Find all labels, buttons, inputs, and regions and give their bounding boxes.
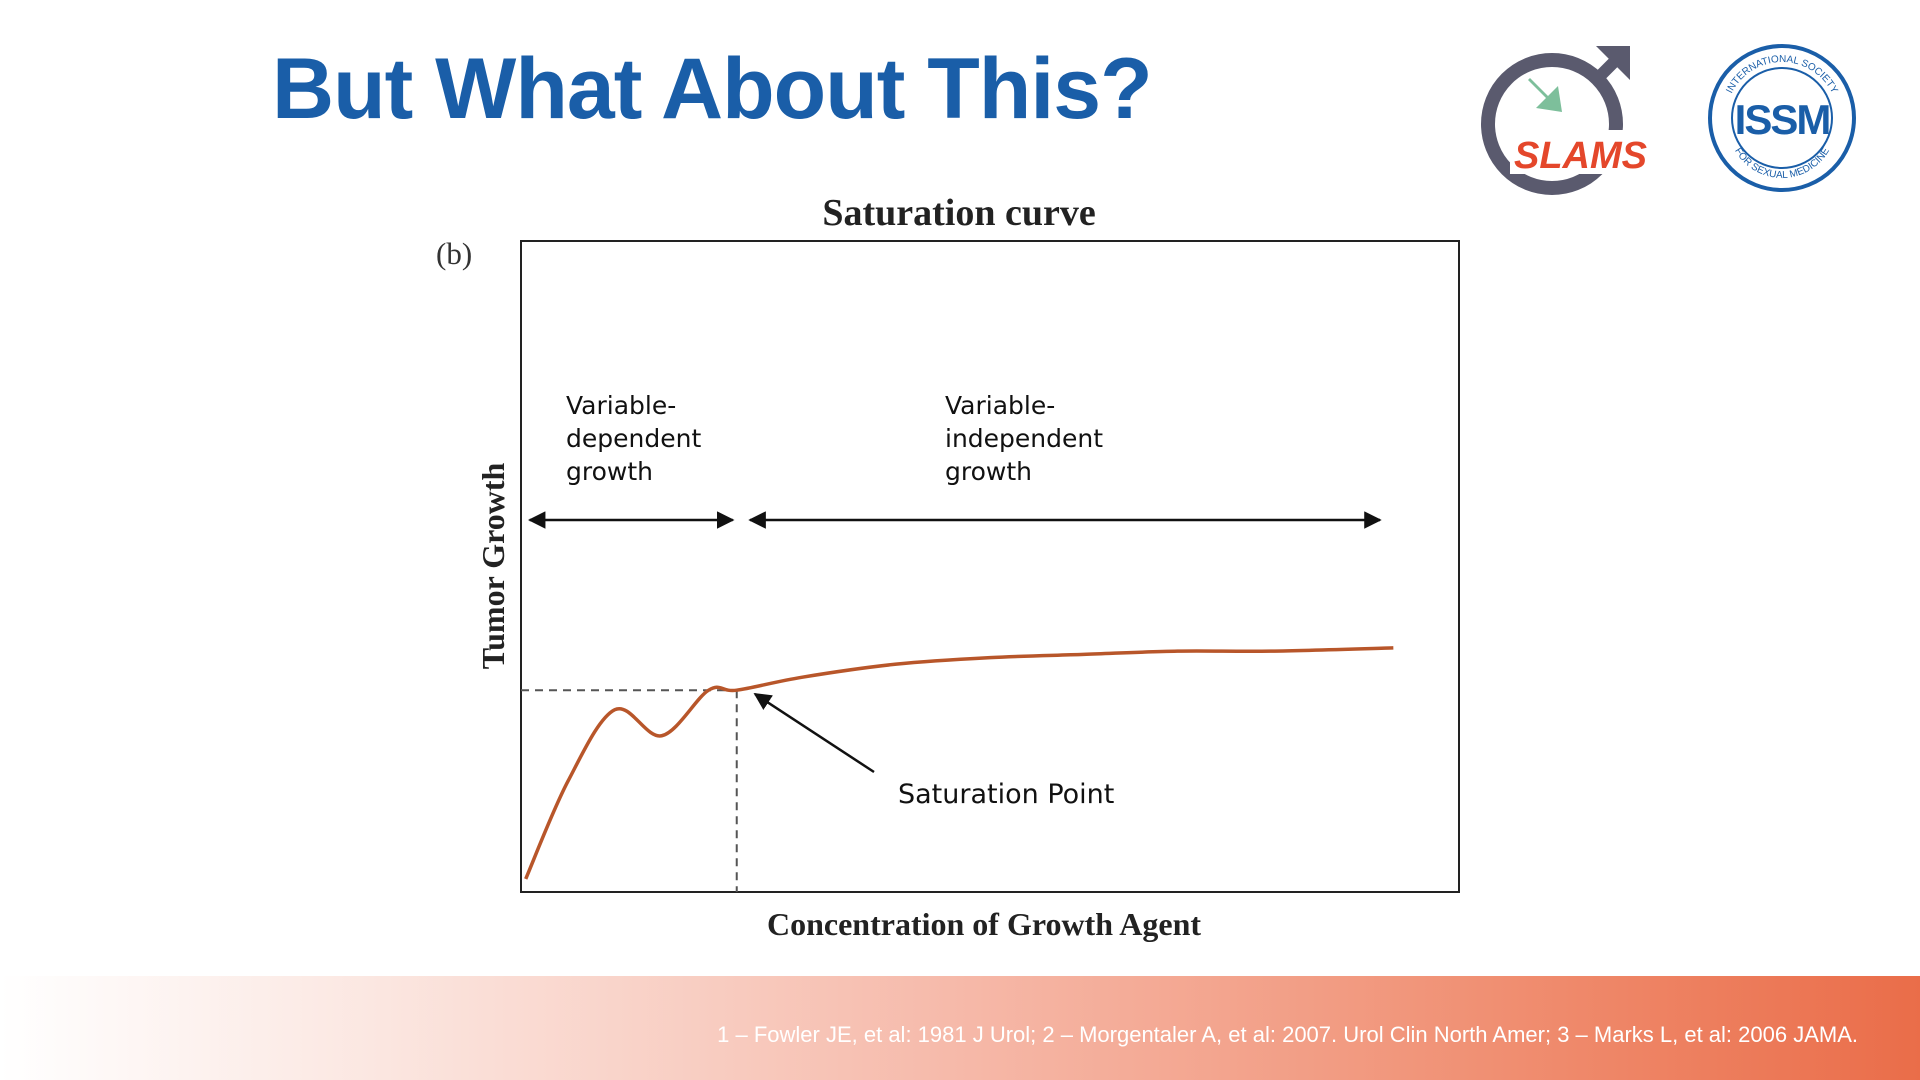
saturation-point-pointer [753,692,875,774]
slide-title: But What About This? [272,41,1153,137]
footer-citation: 1 – Fowler JE, et al: 1981 J Urol; 2 – M… [717,1022,1858,1047]
y-axis-label: Tumor Growth [475,463,511,670]
saturation-curve [524,646,1394,880]
slams-logo: SLAMS [1481,46,1670,195]
saturation-point-label: Saturation Point [898,779,1114,810]
x-axis-label: Concentration of Growth Agent [767,906,1201,942]
plot-frame [520,240,1460,893]
issm-logo: INTERNATIONAL SOCIETY FOR SEXUAL MEDICIN… [1708,44,1856,192]
footer-band [0,976,1920,1080]
panel-label: (b) [436,236,473,271]
issm-logo-text: ISSM [1735,96,1830,143]
region-label-0: Variable-dependent growth [566,391,701,486]
male-symbol-arrow-icon [1528,46,1630,112]
slams-logo-text: SLAMS [1514,135,1647,177]
region-label-1: Variable-independent growth [945,391,1103,486]
chart-title: Saturation curve [822,192,1096,234]
